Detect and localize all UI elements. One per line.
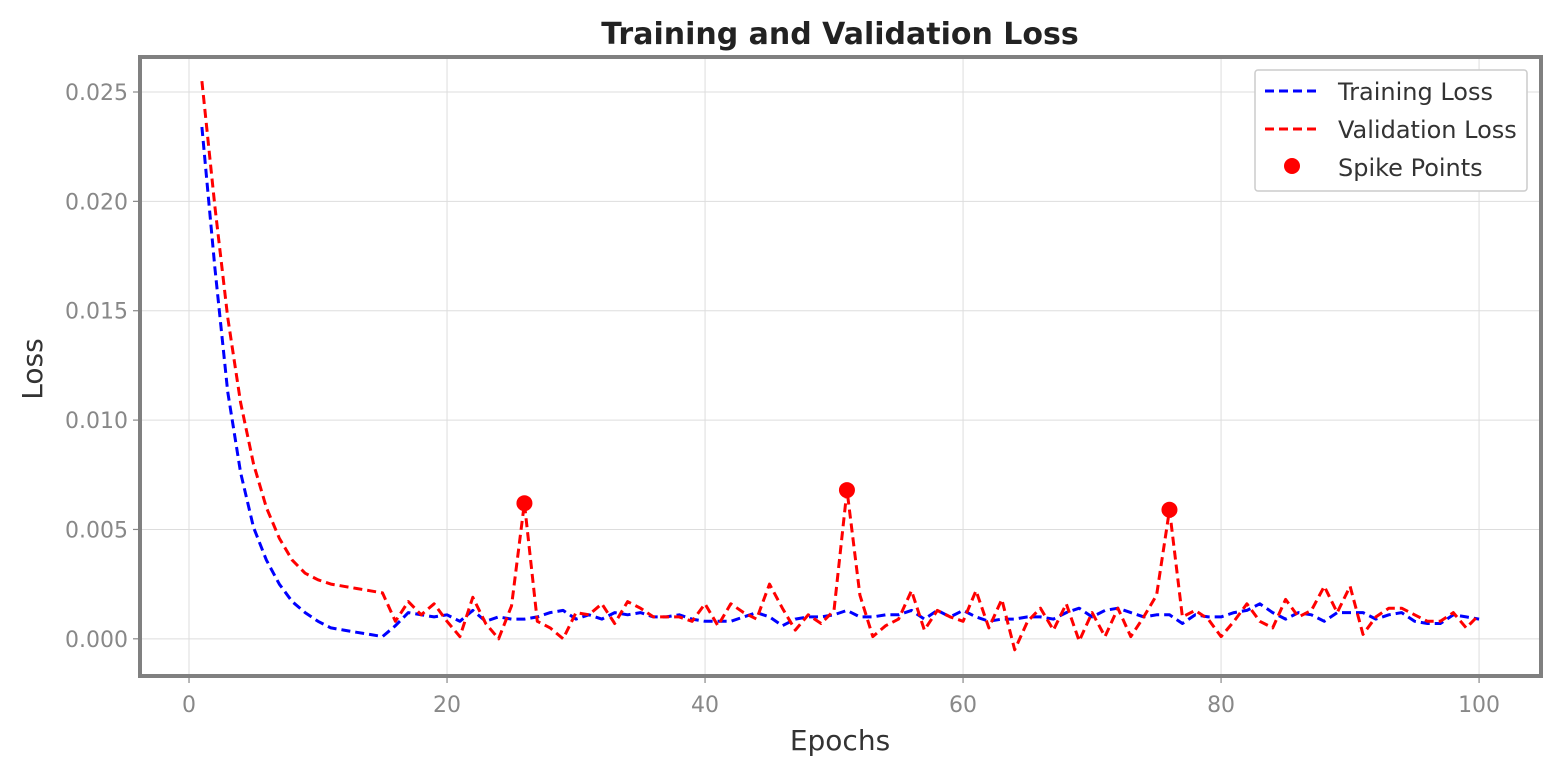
y-tick-label: 0.000	[65, 628, 128, 653]
legend-box	[1254, 69, 1528, 192]
x-tick-label: 20	[433, 693, 461, 718]
y-tick-label: 0.025	[65, 81, 128, 106]
chart-title: Training and Validation Loss	[601, 17, 1079, 52]
legend: Training Loss Validation Loss Spike Poin…	[1254, 69, 1528, 192]
validation-loss-line	[200, 80, 1481, 652]
x-axis-label: Epochs	[790, 724, 890, 757]
y-tick-label: 0.020	[65, 190, 128, 215]
x-tick-label: 80	[1207, 693, 1235, 718]
axis-ticks: 0 20 40 60 80 100 0.000 0.005 0.010 0.015 0.020 0.0…	[65, 81, 1500, 718]
legend-label-training: Training Loss	[1337, 78, 1493, 106]
legend-label-spikes: Spike Points	[1338, 154, 1483, 182]
legend-label-validation: Validation Loss	[1338, 116, 1517, 144]
spike-point	[516, 495, 533, 512]
x-tick-label: 0	[182, 693, 196, 718]
grid	[140, 57, 1541, 676]
spike-markers	[516, 482, 1178, 518]
spike-point	[838, 482, 855, 499]
y-tick-label: 0.015	[65, 300, 128, 325]
y-axis-label: Loss	[16, 338, 49, 399]
y-tick-label: 0.010	[65, 409, 128, 434]
series-lines	[200, 80, 1481, 652]
y-tick-label: 0.005	[65, 518, 128, 543]
x-tick-label: 60	[949, 693, 977, 718]
x-tick-label: 40	[691, 693, 719, 718]
spike-point	[1161, 501, 1178, 518]
legend-swatch-spikes	[1284, 158, 1300, 174]
x-tick-label: 100	[1458, 693, 1500, 718]
training-loss-line	[200, 126, 1480, 639]
plot-frame	[138, 55, 1543, 678]
